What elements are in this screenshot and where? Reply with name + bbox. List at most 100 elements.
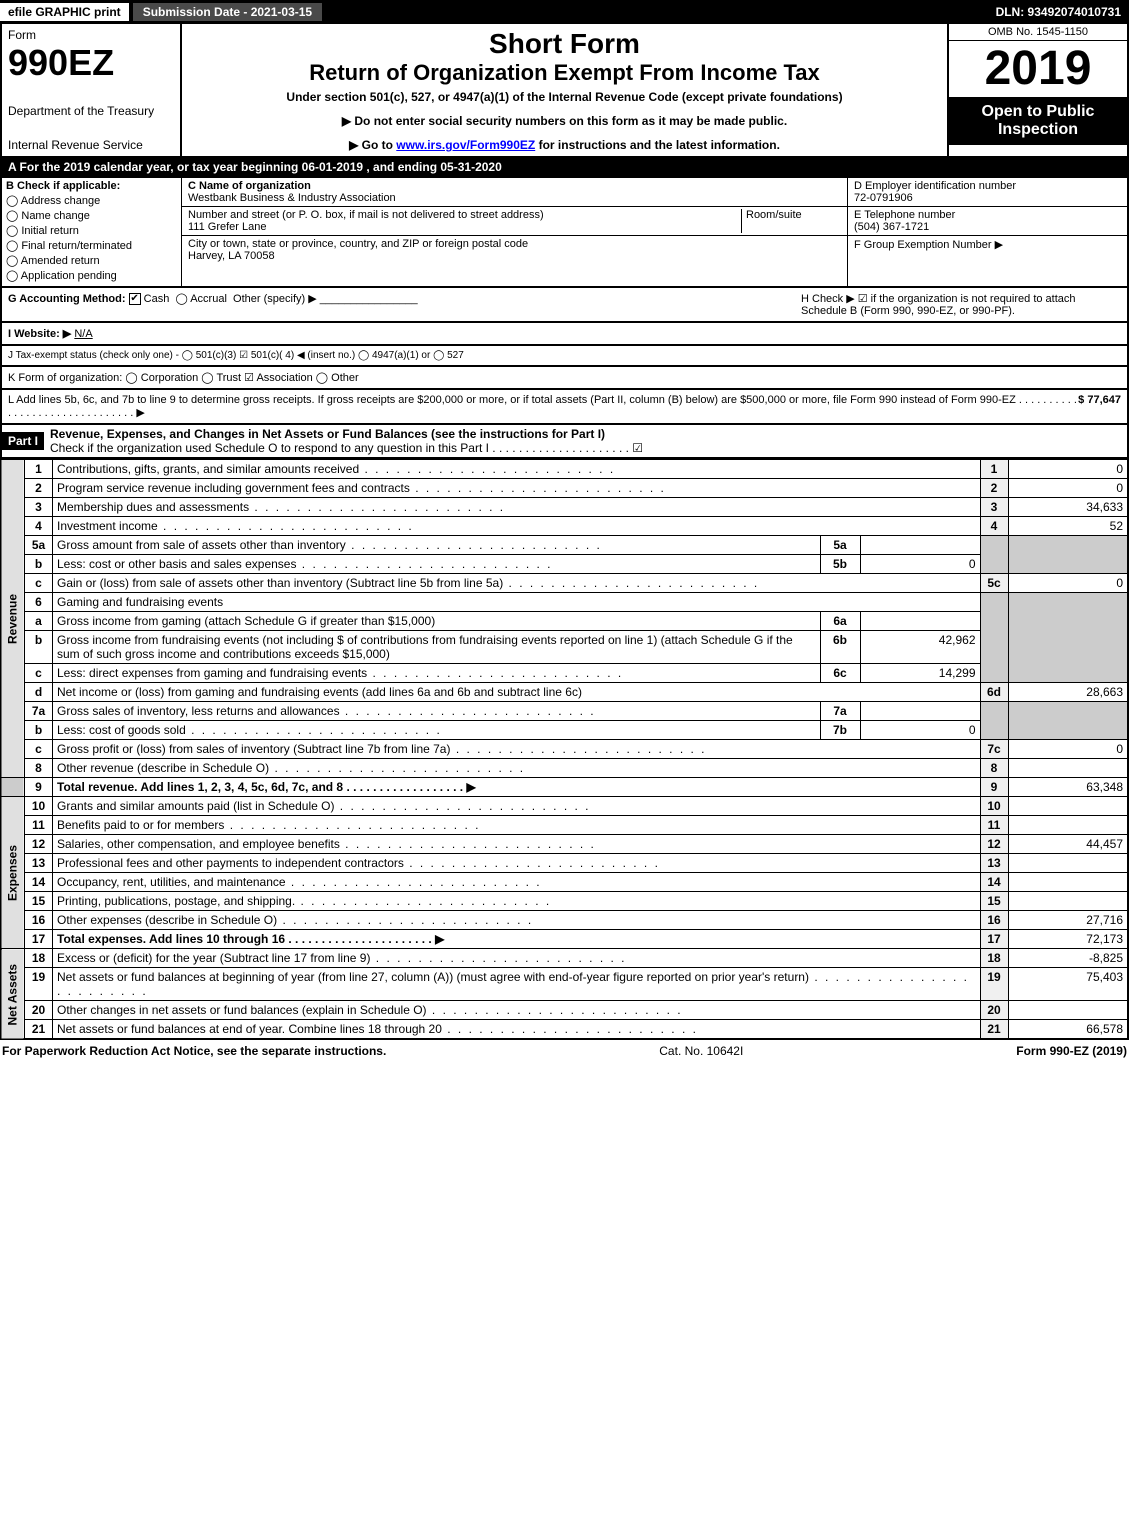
r5c-n: c <box>25 574 53 593</box>
r11-ln: 11 <box>980 816 1008 835</box>
form-number: 990EZ <box>8 42 174 84</box>
short-form-title: Short Form <box>192 28 937 60</box>
main-title: Return of Organization Exempt From Incom… <box>192 60 937 86</box>
r5c-d: Gain or (loss) from sale of assets other… <box>53 574 981 593</box>
addr-value: 111 Grefer Lane <box>188 221 266 233</box>
r19-ln: 19 <box>980 968 1008 1001</box>
r9-n: 9 <box>25 778 53 797</box>
phone-value: (504) 367-1721 <box>854 221 929 233</box>
r20-a <box>1008 1001 1128 1020</box>
line-g: G Accounting Method: ✔ Cash ◯ Accrual Ot… <box>8 292 418 305</box>
r7c-n: c <box>25 740 53 759</box>
l-value: $ 77,647 <box>1078 394 1121 406</box>
addr-label: Number and street (or P. O. box, if mail… <box>188 209 544 221</box>
line-h: H Check ▶ ☑ if the organization is not r… <box>801 292 1121 317</box>
header-left: Form 990EZ Department of the Treasury In… <box>2 24 182 156</box>
r5b-n: b <box>25 555 53 574</box>
line-j: J Tax-exempt status (check only one) - ◯… <box>0 346 1129 367</box>
cb-name-change-label: Name change <box>21 210 90 222</box>
form-header: Form 990EZ Department of the Treasury In… <box>0 24 1129 158</box>
r14-d: Occupancy, rent, utilities, and maintena… <box>53 873 981 892</box>
part1-header: Part I Revenue, Expenses, and Changes in… <box>0 425 1129 459</box>
r11-n: 11 <box>25 816 53 835</box>
cb-final-return-label: Final return/terminated <box>21 240 132 252</box>
r16-d: Other expenses (describe in Schedule O) <box>53 911 981 930</box>
r7a-d: Gross sales of inventory, less returns a… <box>53 702 821 721</box>
submission-date: Submission Date - 2021-03-15 <box>133 3 322 21</box>
cb-cash[interactable]: ✔ <box>129 293 141 305</box>
section-c: C Name of organization Westbank Business… <box>182 178 847 286</box>
shade-7 <box>980 702 1008 740</box>
r7a-sa <box>860 702 980 721</box>
r14-ln: 14 <box>980 873 1008 892</box>
cb-name-change[interactable]: ◯ Name change <box>6 209 177 222</box>
r3-a: 34,633 <box>1008 498 1128 517</box>
cb-initial-return-label: Initial return <box>21 225 78 237</box>
r18-d: Excess or (deficit) for the year (Subtra… <box>53 949 981 968</box>
l-text: L Add lines 5b, 6c, and 7b to line 9 to … <box>8 394 1078 419</box>
r13-ln: 13 <box>980 854 1008 873</box>
r3-ln: 3 <box>980 498 1008 517</box>
r8-n: 8 <box>25 759 53 778</box>
r21-a: 66,578 <box>1008 1020 1128 1040</box>
r5b-d: Less: cost or other basis and sales expe… <box>53 555 821 574</box>
r15-a <box>1008 892 1128 911</box>
r1-a: 0 <box>1008 460 1128 479</box>
r20-ln: 20 <box>980 1001 1008 1020</box>
tax-year: 2019 <box>949 41 1127 97</box>
r4-n: 4 <box>25 517 53 536</box>
cb-address-change[interactable]: ◯ Address change <box>6 194 177 207</box>
r21-ln: 21 <box>980 1020 1008 1040</box>
cb-amended-return[interactable]: ◯ Amended return <box>6 254 177 267</box>
ein-value: 72-0791906 <box>854 192 913 204</box>
r18-a: -8,825 <box>1008 949 1128 968</box>
header-right: OMB No. 1545-1150 2019 Open to Public In… <box>947 24 1127 156</box>
r7c-ln: 7c <box>980 740 1008 759</box>
r9-ln: 9 <box>980 778 1008 797</box>
shade-6 <box>980 593 1008 683</box>
efile-print-button[interactable]: efile GRAPHIC print <box>0 3 129 21</box>
r5b-sa: 0 <box>860 555 980 574</box>
r21-d: Net assets or fund balances at end of ye… <box>53 1020 981 1040</box>
line-a-taxyear: A For the 2019 calendar year, or tax yea… <box>0 158 1129 178</box>
r17-n: 17 <box>25 930 53 949</box>
r11-d: Benefits paid to or for members <box>53 816 981 835</box>
r1-ln: 1 <box>980 460 1008 479</box>
r6d-d: Net income or (loss) from gaming and fun… <box>53 683 981 702</box>
side-revenue: Revenue <box>1 460 25 778</box>
cb-final-return[interactable]: ◯ Final return/terminated <box>6 239 177 252</box>
r7b-n: b <box>25 721 53 740</box>
irs-link[interactable]: www.irs.gov/Form990EZ <box>396 138 535 152</box>
header-mid: Short Form Return of Organization Exempt… <box>182 24 947 156</box>
info-block: B Check if applicable: ◯ Address change … <box>0 178 1129 288</box>
part1-label: Part I <box>2 432 44 450</box>
instruction-ssn: ▶ Do not enter social security numbers o… <box>192 114 937 128</box>
r4-a: 52 <box>1008 517 1128 536</box>
r5a-sub: 5a <box>820 536 860 555</box>
cb-initial-return[interactable]: ◯ Initial return <box>6 224 177 237</box>
r5a-n: 5a <box>25 536 53 555</box>
r17-d: Total expenses. Add lines 10 through 16 … <box>53 930 981 949</box>
dln: DLN: 93492074010731 <box>996 5 1129 19</box>
shade-6a <box>1008 593 1128 683</box>
omb-number: OMB No. 1545-1150 <box>949 24 1127 41</box>
r7c-d: Gross profit or (loss) from sales of inv… <box>53 740 981 759</box>
section-b: B Check if applicable: ◯ Address change … <box>2 178 182 286</box>
r19-a: 75,403 <box>1008 968 1128 1001</box>
r5a-sa <box>860 536 980 555</box>
footer-right: Form 990-EZ (2019) <box>1016 1044 1127 1058</box>
r14-n: 14 <box>25 873 53 892</box>
r12-n: 12 <box>25 835 53 854</box>
line-k: K Form of organization: ◯ Corporation ◯ … <box>0 367 1129 390</box>
top-bar: efile GRAPHIC print Submission Date - 20… <box>0 0 1129 24</box>
r6b-sa: 42,962 <box>860 631 980 664</box>
cb-application-pending[interactable]: ◯ Application pending <box>6 269 177 282</box>
form-label: Form <box>8 28 174 42</box>
website-value: N/A <box>74 328 92 340</box>
r8-d: Other revenue (describe in Schedule O) <box>53 759 981 778</box>
r6b-n: b <box>25 631 53 664</box>
shade-5 <box>980 536 1008 574</box>
shade-5a <box>1008 536 1128 574</box>
cb-address-change-label: Address change <box>21 195 101 207</box>
r7b-d: Less: cost of goods sold <box>53 721 821 740</box>
